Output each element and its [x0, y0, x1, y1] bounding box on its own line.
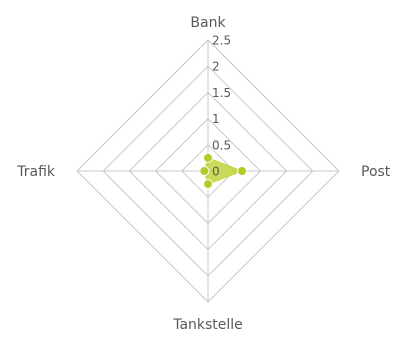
data-point-bank: [203, 152, 213, 163]
category-label-bank: Bank: [190, 15, 226, 31]
tick-label: 1: [212, 112, 220, 126]
category-label-post: Post: [361, 164, 391, 180]
data-point-tankstelle: [203, 179, 213, 190]
data-point-trafik: [199, 166, 210, 176]
tick-label: 2.5: [212, 34, 231, 48]
category-label-trafik: Trafik: [16, 164, 56, 180]
category-label-tankstelle: Tankstelle: [172, 317, 243, 333]
tick-label: 1.5: [212, 86, 231, 100]
tick-label: 0.5: [212, 138, 231, 152]
grid: [76, 39, 340, 303]
series-layer: [199, 152, 248, 190]
tick-label: 2: [212, 60, 220, 74]
data-point-post: [237, 166, 248, 176]
category-labels: Bank Post Tankstelle Trafik: [16, 15, 391, 333]
tick-labels: 0 0.5 1 1.5 2 2.5: [212, 34, 231, 179]
tick-label: 0: [212, 165, 220, 179]
